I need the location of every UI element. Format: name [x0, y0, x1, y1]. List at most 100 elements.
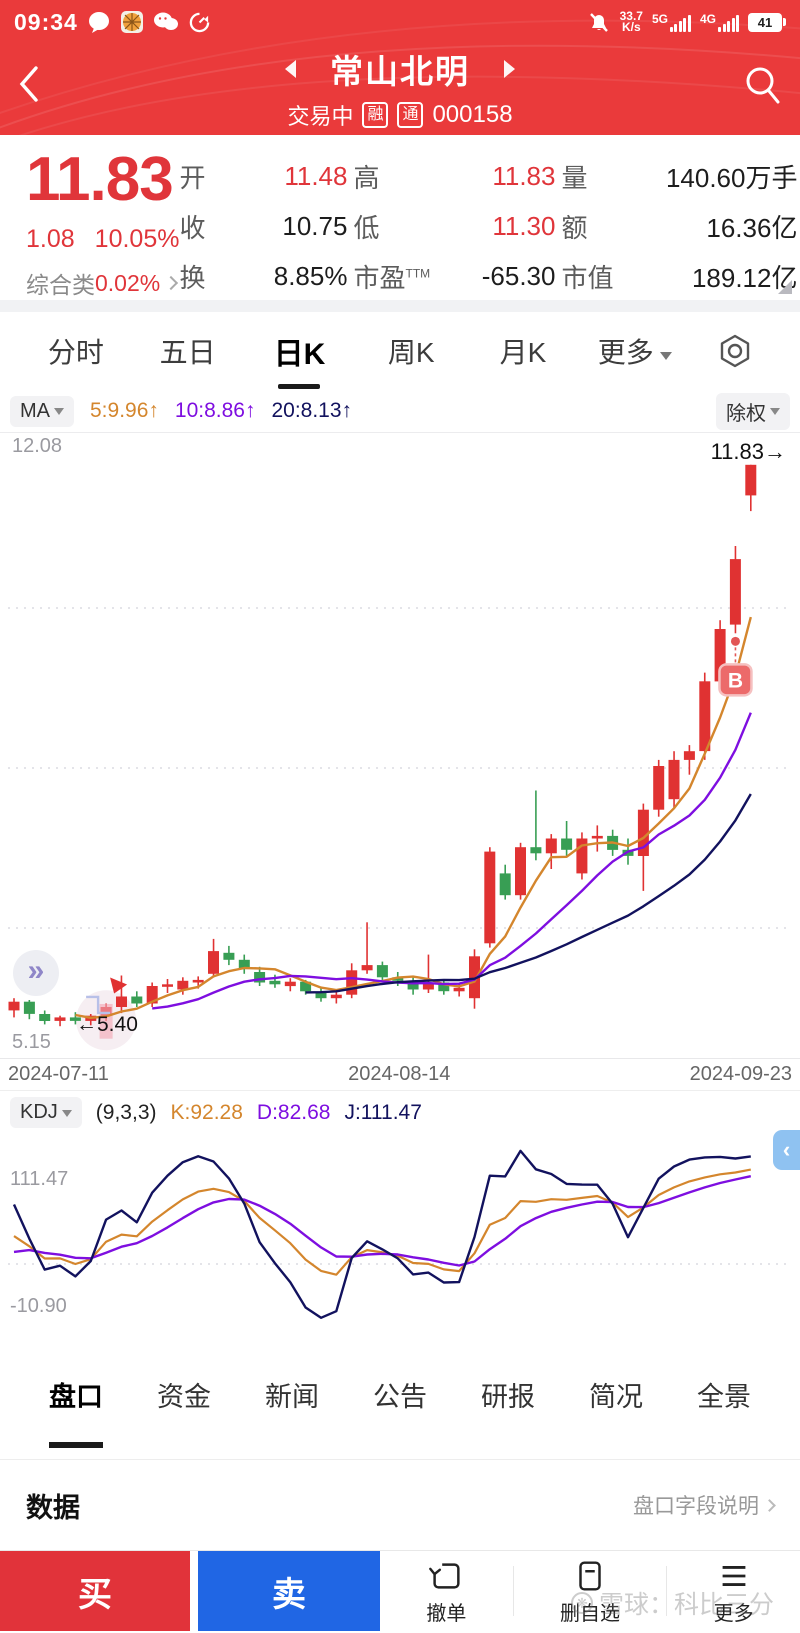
notifications-muted-icon [587, 10, 611, 34]
x-axis-dates: 2024-07-11 2024-08-14 2024-09-23 [0, 1058, 800, 1090]
low-label: 低 [353, 212, 380, 243]
kdj-params: (9,3,3) [95, 1100, 157, 1124]
remove-watchlist-button[interactable]: 删自选 [560, 1557, 620, 1626]
data-section-header: 数据 盘口字段说明 [0, 1460, 800, 1550]
tab-research[interactable]: 研报 [481, 1382, 535, 1412]
tab-weekly-k[interactable]: 周K [387, 337, 435, 368]
pe-label: 市盈TTM [353, 262, 431, 293]
low-price-annotation: ←5.40 [76, 1013, 138, 1036]
adjust-mode-button[interactable]: 除权 [716, 392, 790, 430]
tab-funds[interactable]: 资金 [157, 1382, 211, 1412]
amount-label: 额 [561, 212, 588, 243]
caret-down-icon [54, 408, 64, 420]
back-button[interactable] [14, 62, 42, 111]
tab-daily-k[interactable]: 日K [244, 329, 356, 389]
y-axis-min-label: 5.15 [12, 1031, 51, 1053]
tab-5day[interactable]: 五日 [159, 337, 216, 368]
status-bar: 09:34 33.7 K [0, 0, 800, 40]
prev-close-label: 收 [179, 212, 206, 243]
next-stock-arrow-icon[interactable] [504, 59, 515, 78]
x-tick-middle: 2024-08-14 [348, 1063, 451, 1085]
open-value: 11.48 [284, 160, 348, 191]
expand-indicators-button[interactable]: » [13, 950, 59, 996]
sell-button[interactable]: 卖 [198, 1551, 380, 1631]
volume-value: 140.60万手 [665, 162, 798, 193]
candles [8, 464, 757, 1027]
caret-down-icon [659, 351, 672, 366]
tab-announcements[interactable]: 公告 [373, 1382, 427, 1412]
stock-code: 000158 [432, 100, 513, 128]
sector-change: 0.02% [95, 269, 161, 296]
minus-box-icon [579, 1560, 601, 1591]
signal-4g-icon: 4G [700, 12, 739, 32]
ma-indicator-bar: MA 5:9.96↑ 10:8.86↑ 20:8.13↑ 除权 [0, 390, 800, 433]
stock-title: 常山北明 [330, 52, 470, 90]
ma5-line [75, 616, 752, 1019]
menu-icon [722, 1565, 746, 1586]
cancel-order-button[interactable]: 撤单 [426, 1557, 466, 1626]
kdj-k-line [13, 1168, 752, 1276]
search-icon[interactable] [742, 64, 782, 111]
x-tick-start: 2024-07-11 [8, 1063, 109, 1085]
tab-overview[interactable]: 全景 [697, 1382, 751, 1412]
latest-price-annotation: 11.83→ [710, 439, 786, 464]
high-label: 高 [353, 162, 380, 193]
caret-down-icon [61, 1109, 72, 1122]
more-actions-button[interactable]: 更多 [714, 1557, 754, 1626]
collapse-panel-handle[interactable]: ‹ [773, 1130, 800, 1170]
kdj-canvas [8, 1149, 792, 1320]
candlestick-canvas: B [8, 464, 792, 1051]
signal-5g-icon: 5G [652, 12, 691, 32]
tab-monthly-k[interactable]: 月K [499, 337, 547, 368]
quote-panel: 11.83 1.08 10.05% 综合类 0.02% 开 11.48 高 11… [0, 135, 800, 300]
tab-minute[interactable]: 分时 [47, 337, 104, 368]
trade-action-bar: 买 卖 撤单 删自选 [0, 1550, 800, 1631]
ma5-value: 5:9.96↑ [90, 399, 159, 422]
kdj-chart[interactable]: 111.47 -10.90 ‹ [0, 1130, 800, 1330]
tab-profile[interactable]: 简况 [589, 1382, 643, 1412]
price-change-pct: 10.05% [94, 225, 180, 253]
volume-label: 量 [561, 162, 588, 193]
kdj-k-value: K:92.28 [170, 1100, 243, 1124]
app-header: 09:34 33.7 K [0, 0, 800, 135]
svg-text:B: B [728, 669, 743, 692]
data-section-title: 数据 [26, 1492, 80, 1523]
ma-selector[interactable]: MA [10, 395, 74, 427]
quote-grid: 开 11.48 高 11.83 量 140.60万手 收 10.75 低 11.… [179, 149, 797, 300]
buy-point-marker: B [718, 636, 753, 697]
tab-more[interactable]: 更多 [579, 331, 691, 371]
gear-icon [721, 334, 750, 368]
amount-value: 16.36亿 [706, 212, 798, 243]
market-cap-label: 市值 [561, 262, 614, 293]
kdj-selector[interactable]: KDJ [10, 1097, 82, 1128]
connect-badge: 通 [397, 101, 424, 128]
ma20-value: 20:8.13↑ [271, 399, 353, 422]
basketball-app-icon [120, 10, 144, 34]
ma20-line [305, 793, 752, 994]
period-tab-bar: 分时 五日 日K 周K 月K 更多 [0, 312, 800, 390]
chevron-right-icon [763, 1498, 776, 1512]
turnover-value: 8.85% [273, 260, 348, 291]
kdj-d-value: D:82.68 [256, 1100, 331, 1124]
tab-news[interactable]: 新闻 [265, 1382, 319, 1412]
sector-link[interactable]: 综合类 0.02% [26, 266, 179, 300]
y-axis-max-label: 12.08 [12, 435, 63, 457]
high-value: 11.83 [492, 160, 556, 191]
buy-button[interactable]: 买 [0, 1551, 190, 1631]
field-help-link[interactable]: 盘口字段说明 [633, 1490, 776, 1520]
data-saver-icon [188, 11, 211, 34]
prev-stock-arrow-icon[interactable] [285, 59, 296, 78]
network-speed: 33.7 K/s [619, 9, 643, 34]
undo-icon [429, 1562, 460, 1589]
kdj-max-label: 111.47 [10, 1168, 69, 1190]
chart-settings-button[interactable] [691, 333, 780, 369]
candlestick-chart[interactable]: B 12.08 5.15 11.83→ ←5.40 » [0, 433, 800, 1058]
kdj-j-value: J:111.47 [344, 1100, 422, 1124]
battery-icon: 41 [748, 12, 786, 32]
prev-close-value: 10.75 [282, 210, 348, 241]
panel-resize-handle[interactable] [778, 280, 792, 294]
x-tick-end: 2024-09-23 [689, 1063, 792, 1085]
title-bar: 常山北明 交易中 融 通 000158 [0, 40, 800, 135]
tab-order-book[interactable]: 盘口 [22, 1375, 130, 1448]
